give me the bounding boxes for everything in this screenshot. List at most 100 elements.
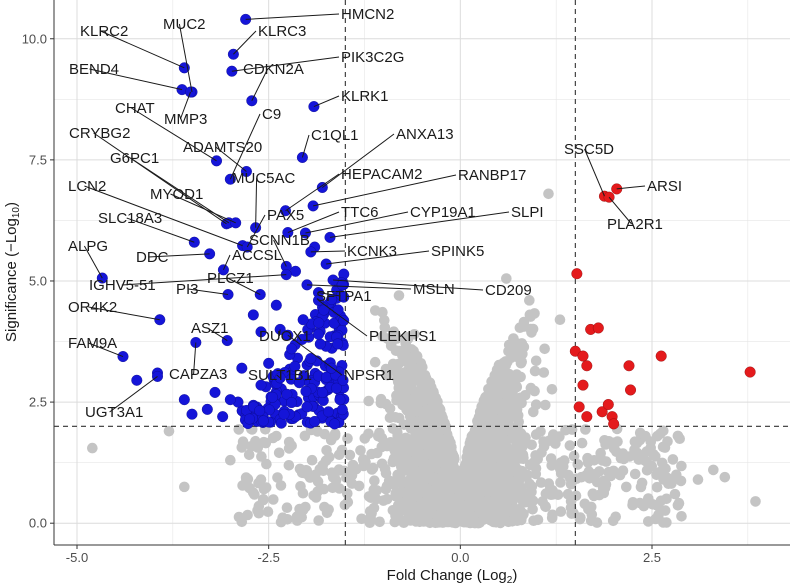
ns-point — [407, 500, 419, 511]
ns-point — [321, 507, 333, 519]
ns-point — [391, 390, 402, 401]
ns-point — [586, 509, 598, 520]
ns-point — [410, 442, 421, 453]
ns-point — [546, 512, 558, 524]
x-tick-label: -5.0 — [66, 550, 88, 565]
ns-point — [507, 507, 519, 519]
ns-point — [296, 511, 308, 523]
leader-line — [305, 211, 409, 234]
ns-point — [350, 464, 362, 475]
ns-point — [369, 356, 381, 368]
ns-point — [667, 454, 679, 465]
gene-label: PI3 — [176, 281, 199, 298]
ns-point — [530, 355, 542, 367]
ns-point — [333, 465, 345, 476]
ns-point — [369, 475, 380, 487]
ns-point — [389, 328, 401, 340]
ns-point — [564, 440, 576, 451]
ns-point — [286, 440, 297, 451]
leader-line — [255, 177, 258, 228]
ns-point — [530, 468, 542, 480]
ns-point — [525, 311, 536, 322]
up-point — [623, 360, 635, 372]
x-axis-title: Fold Change (Log2) — [387, 567, 518, 586]
leader-line — [333, 279, 484, 291]
ns-point — [342, 433, 353, 444]
ns-point — [484, 452, 496, 463]
leader-line — [227, 277, 261, 295]
ns-point — [458, 481, 469, 493]
leader-line — [83, 245, 103, 279]
down-point — [296, 333, 308, 345]
down-point — [336, 404, 348, 416]
ns-point — [518, 453, 529, 465]
up-point — [596, 406, 608, 418]
ns-point — [409, 328, 420, 340]
gene-label: HMCN2 — [341, 6, 394, 23]
ns-point — [237, 436, 249, 448]
leader-line — [318, 292, 341, 297]
down-point — [305, 352, 317, 364]
leader-line — [251, 68, 269, 101]
ns-point — [428, 456, 440, 468]
down-point — [316, 386, 328, 398]
down-point — [297, 314, 309, 326]
ns-point — [313, 515, 325, 526]
gene-label: RANBP17 — [458, 167, 526, 184]
ns-point — [312, 486, 324, 497]
leader-line — [287, 334, 343, 376]
down-point — [289, 360, 301, 372]
leader-line — [148, 253, 210, 258]
gene-label: OR4K2 — [68, 299, 117, 316]
leader-line — [279, 329, 281, 337]
ns-point — [396, 438, 407, 450]
down-point — [313, 328, 325, 340]
ns-point — [588, 490, 600, 502]
ns-point — [430, 392, 442, 404]
down-point — [278, 408, 290, 420]
gene-label: KLRK1 — [341, 88, 389, 105]
ns-point — [225, 454, 236, 466]
ns-point — [420, 394, 432, 405]
gene-label: MYOD1 — [150, 186, 203, 203]
ns-point — [608, 443, 620, 454]
gene-label: CD209 — [485, 282, 532, 299]
ns-point — [304, 472, 316, 483]
ns-point — [87, 442, 98, 454]
ns-point — [543, 188, 554, 200]
gene-label: ACCSL — [232, 247, 282, 264]
down-point — [334, 394, 346, 406]
ns-point — [495, 517, 506, 529]
ns-point — [524, 459, 536, 471]
ns-point — [268, 494, 279, 505]
ns-point — [568, 450, 580, 462]
gene-label: MUC5AC — [232, 170, 296, 187]
gene-label: CRYBG2 — [69, 125, 130, 142]
ns-point — [363, 395, 375, 407]
ns-point — [708, 464, 719, 476]
ns-point — [405, 511, 416, 522]
leader-line — [329, 211, 510, 238]
leader-line — [89, 68, 183, 91]
ns-point — [566, 424, 578, 435]
y-tick-label: 0.0 — [29, 516, 47, 531]
ns-point — [334, 483, 345, 494]
gene-label: PLA2R1 — [607, 216, 663, 233]
ns-point — [517, 509, 529, 521]
ns-point — [392, 427, 403, 438]
leader-line — [326, 250, 430, 265]
ns-point — [575, 512, 586, 523]
ns-point — [341, 472, 352, 484]
ns-point — [676, 460, 687, 472]
ns-point — [509, 400, 520, 412]
x-tick-label: 2.5 — [643, 550, 661, 565]
ns-point — [297, 487, 309, 499]
ns-point — [513, 339, 525, 351]
ns-point — [495, 362, 507, 374]
leader-line — [88, 342, 124, 358]
ns-point — [281, 502, 293, 513]
ns-point — [416, 465, 427, 477]
ns-point — [503, 339, 515, 351]
ns-point — [179, 481, 190, 493]
ns-point — [645, 436, 657, 448]
